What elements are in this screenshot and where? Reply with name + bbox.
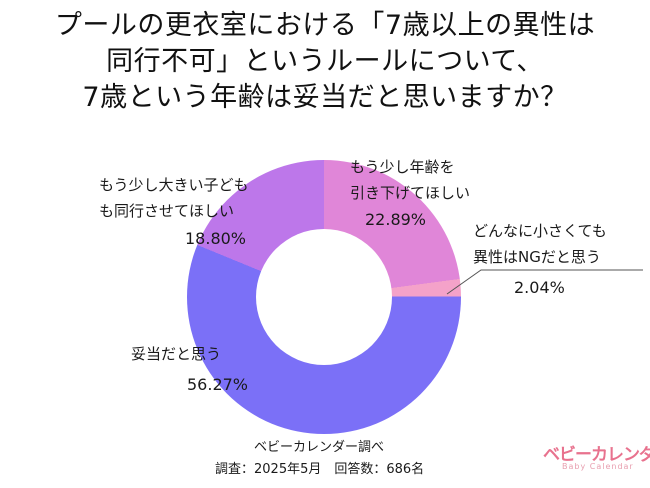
donut-hole: [256, 229, 392, 365]
chart-title-line-3: 7歳という年齢は妥当だと思いますか？: [82, 82, 568, 113]
footer-source: ベビーカレンダー調べ: [254, 440, 385, 455]
label-lower-age-line2: 引き下げてほしい: [350, 184, 471, 202]
label-older-ok-line1: もう少し大きい子ども: [99, 176, 249, 194]
label-never-ok-line1: どんなに小さくても: [473, 222, 607, 240]
label-never-ok-line2: 異性はNGだと思う: [473, 248, 601, 266]
brand-logo-subtitle: Baby Calendar: [562, 462, 634, 471]
brand-logo: ベビーカレンダー: [543, 445, 650, 465]
pct-lower-age: 22.89%: [365, 210, 427, 229]
chart-title-line-1: プールの更衣室における「7歳以上の異性は: [54, 10, 596, 41]
chart-title: プールの更衣室における「7歳以上の異性は 同行不可」というルールについて、 7歳…: [0, 8, 650, 116]
chart-title-line-2: 同行不可」というルールについて、: [106, 46, 544, 77]
pct-appropriate: 56.27%: [187, 375, 249, 394]
label-lower-age-line1: もう少し年齢を: [350, 158, 455, 176]
pct-older-ok: 18.80%: [185, 229, 247, 248]
label-appropriate: 妥当だと思う: [131, 345, 222, 363]
label-older-ok-line2: も同行させてほしい: [99, 202, 235, 220]
footer-survey-info: 調査：2025年5月 回答数：686名: [215, 462, 425, 477]
pct-never-ok: 2.04%: [514, 278, 565, 297]
